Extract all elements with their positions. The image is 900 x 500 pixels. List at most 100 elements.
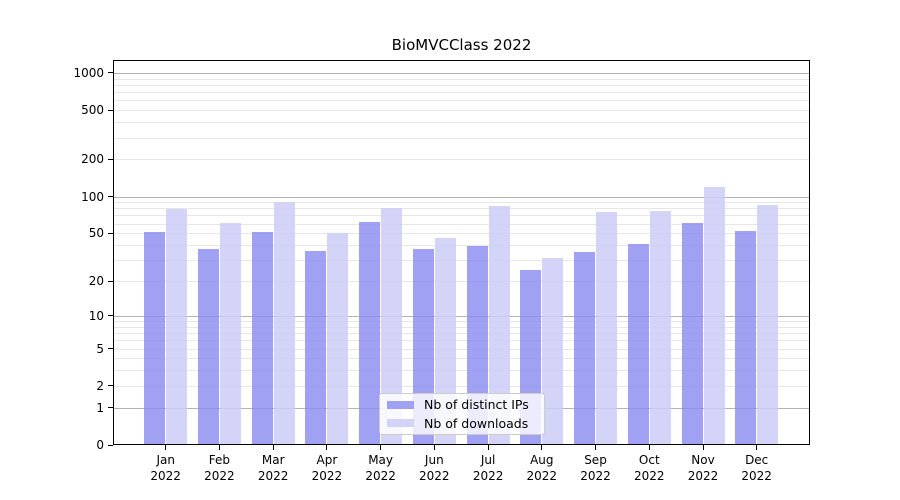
xtick-mark-jan xyxy=(165,445,167,450)
bar-downloads-feb xyxy=(219,222,241,445)
xtick-year: 2022 xyxy=(580,469,611,483)
xtick-label-mar: Mar 2022 xyxy=(241,452,305,484)
bar-downloads-oct xyxy=(649,211,671,445)
ytick-mark-1 xyxy=(108,407,113,409)
xtick-label-aug: Aug 2022 xyxy=(510,452,574,484)
bar-downloads-jan xyxy=(166,209,188,445)
bar-downloads-mar xyxy=(273,201,295,445)
ytick-mark-0 xyxy=(108,444,113,446)
xtick-label-jun: Jun 2022 xyxy=(402,452,466,484)
ytick-mark-50 xyxy=(108,232,113,234)
gridline-minor-800 xyxy=(113,84,810,86)
gridline-minor-6 xyxy=(113,340,810,342)
gridline-minor-80 xyxy=(113,208,810,210)
xtick-mark-sep xyxy=(595,445,596,450)
gridline-minor-70 xyxy=(113,215,810,217)
gridline-minor-50 xyxy=(113,233,810,235)
ytick-label-200: 200 xyxy=(81,152,104,167)
gridline-minor-30 xyxy=(113,260,810,262)
bar-downloads-nov xyxy=(703,186,725,445)
chart-title: BioMVCClass 2022 xyxy=(391,36,532,54)
gridline-minor-2 xyxy=(113,385,810,387)
gridline-minor-600 xyxy=(113,100,810,102)
gridline-minor-300 xyxy=(113,137,810,139)
gridline-minor-7 xyxy=(113,333,810,334)
gridline-major-100 xyxy=(113,196,810,198)
gridline-major-1000 xyxy=(113,72,810,74)
ytick-label-50: 50 xyxy=(88,226,104,241)
xtick-label-sep: Sep 2022 xyxy=(564,452,628,484)
gridline-minor-5 xyxy=(113,348,810,350)
xtick-mark-may xyxy=(380,445,382,450)
xtick-label-may: May 2022 xyxy=(349,452,413,484)
xtick-month: Apr xyxy=(316,453,338,467)
ytick-label-100: 100 xyxy=(81,189,104,204)
xtick-year: 2022 xyxy=(472,469,504,483)
xtick-year: 2022 xyxy=(365,469,396,483)
legend-item-distinct-ips: Nb of distinct IPs xyxy=(387,397,537,413)
bar-ips-apr xyxy=(305,250,327,445)
bar-ips-dec xyxy=(735,231,757,445)
ytick-mark-500 xyxy=(108,109,113,111)
bar-downloads-aug xyxy=(542,258,564,445)
ytick-label-1: 1 xyxy=(96,400,104,415)
gridline-minor-9 xyxy=(113,321,810,322)
ytick-mark-5 xyxy=(108,348,113,349)
xtick-year: 2022 xyxy=(257,469,289,483)
xtick-label-jan: Jan 2022 xyxy=(134,452,198,484)
bar-downloads-apr xyxy=(327,233,349,445)
legend-label-downloads: Nb of downloads xyxy=(424,415,529,431)
ytick-mark-1000 xyxy=(108,72,113,74)
gridline-minor-3 xyxy=(113,370,810,372)
xtick-month: Jan xyxy=(156,453,175,467)
xtick-year: 2022 xyxy=(204,469,235,483)
gridline-minor-900 xyxy=(113,78,810,80)
xtick-month: Dec xyxy=(745,453,769,467)
gridline-minor-60 xyxy=(113,223,810,225)
ytick-mark-10 xyxy=(108,315,113,317)
xtick-month: Aug xyxy=(530,453,554,467)
xtick-month: Jun xyxy=(424,453,444,467)
xtick-label-feb: Feb 2022 xyxy=(187,452,251,484)
xtick-year: 2022 xyxy=(150,469,181,483)
ytick-label-20: 20 xyxy=(88,274,104,288)
xtick-mark-apr xyxy=(326,445,328,450)
xtick-year: 2022 xyxy=(634,469,665,483)
ytick-mark-200 xyxy=(108,158,113,160)
xtick-label-dec: Dec 2022 xyxy=(725,452,789,484)
bar-ips-oct xyxy=(627,243,649,445)
bar-ips-sep xyxy=(574,252,595,445)
gridline-minor-40 xyxy=(113,245,810,246)
xtick-label-nov: Nov 2022 xyxy=(671,452,735,484)
xtick-month: May xyxy=(368,453,393,467)
xtick-mark-jun xyxy=(433,445,435,450)
xtick-mark-feb xyxy=(218,445,220,450)
xtick-month: Nov xyxy=(691,453,715,467)
bar-ips-may xyxy=(359,221,381,445)
bar-downloads-sep xyxy=(596,211,617,445)
xtick-mark-jul xyxy=(487,445,489,450)
xtick-year: 2022 xyxy=(526,469,558,483)
gridline-minor-20 xyxy=(113,281,810,282)
ytick-label-1000: 1000 xyxy=(73,65,104,80)
xtick-label-apr: Apr 2022 xyxy=(295,452,359,484)
bar-downloads-dec xyxy=(757,204,779,445)
bar-downloads-may xyxy=(381,207,403,445)
xtick-mark-dec xyxy=(756,445,758,450)
xtick-mark-nov xyxy=(702,445,704,450)
xtick-year: 2022 xyxy=(311,469,343,483)
xtick-month: Oct xyxy=(638,453,660,467)
gridline-minor-90 xyxy=(113,202,810,204)
bar-ips-mar xyxy=(251,232,273,445)
xtick-month: Sep xyxy=(584,453,607,467)
ytick-label-10: 10 xyxy=(88,308,104,323)
ytick-label-5: 5 xyxy=(96,341,104,356)
xtick-label-jul: Jul 2022 xyxy=(456,452,520,484)
xtick-month: Feb xyxy=(208,453,231,467)
ytick-label-0: 0 xyxy=(96,438,104,452)
plot-area xyxy=(113,60,810,445)
bar-ips-jan xyxy=(144,232,166,445)
xtick-year: 2022 xyxy=(419,469,450,483)
bar-ips-feb xyxy=(197,249,219,445)
xtick-mark-oct xyxy=(648,445,650,450)
